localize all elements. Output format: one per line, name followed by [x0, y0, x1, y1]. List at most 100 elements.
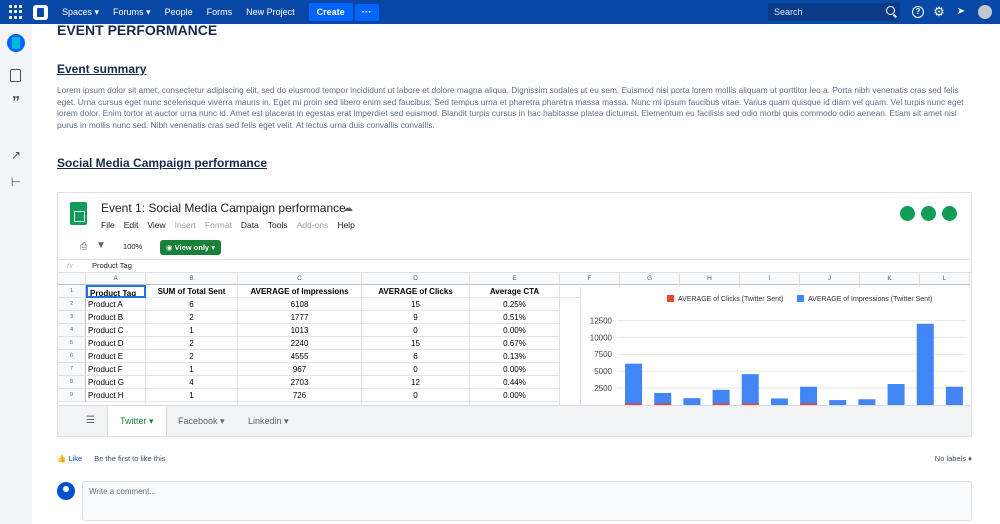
table-cell[interactable]: 2: [146, 350, 238, 363]
table-cell[interactable]: Product H: [86, 389, 146, 402]
table-cell[interactable]: 0: [362, 324, 470, 337]
corner-cell[interactable]: [58, 273, 86, 285]
nav-spaces[interactable]: Spaces ▾: [62, 6, 100, 17]
table-cell[interactable]: 2703: [238, 376, 362, 389]
table-cell[interactable]: Product B: [86, 311, 146, 324]
nav-forums[interactable]: Forums ▾: [113, 6, 151, 17]
settings-gear-icon[interactable]: ⚙: [933, 4, 945, 19]
bar-chart[interactable]: 12500 10000 7500 5000 2500 AVERAGE of Clicks …: [580, 287, 972, 405]
table-cell[interactable]: 0.00%: [470, 363, 560, 376]
menu-insert[interactable]: Insert: [174, 220, 196, 230]
tab-linkedin[interactable]: Linkedin ▾: [248, 416, 289, 426]
table-cell[interactable]: 15: [362, 337, 470, 350]
user-avatar[interactable]: [978, 5, 992, 19]
table-cell[interactable]: 2240: [238, 337, 362, 350]
column-header[interactable]: L: [920, 273, 970, 285]
table-cell[interactable]: 0.13%: [470, 350, 560, 363]
table-cell[interactable]: [238, 402, 362, 405]
table-cell[interactable]: 0.44%: [470, 376, 560, 389]
search-icon[interactable]: [886, 6, 895, 15]
table-cell[interactable]: Product C: [86, 324, 146, 337]
table-cell[interactable]: 0.51%: [470, 311, 560, 324]
column-header[interactable]: H: [680, 273, 740, 285]
row-header[interactable]: 9: [58, 389, 86, 402]
confluence-logo-icon[interactable]: [33, 4, 48, 20]
column-header[interactable]: J: [800, 273, 860, 285]
table-cell[interactable]: 0.00%: [470, 324, 560, 337]
formula-value[interactable]: Product Tag: [92, 261, 132, 270]
table-cell[interactable]: 0.67%: [470, 337, 560, 350]
notifications-icon[interactable]: ➤: [956, 6, 966, 17]
like-button[interactable]: 👍 Like: [57, 454, 82, 463]
table-cell[interactable]: 9: [362, 311, 470, 324]
filter-icon[interactable]: ▼: [96, 240, 106, 251]
collaborator-avatar[interactable]: [898, 204, 917, 223]
header-cell[interactable]: Average CTA: [470, 285, 560, 298]
hierarchy-icon[interactable]: ⊢: [10, 175, 22, 189]
table-cell[interactable]: 1: [146, 324, 238, 337]
view-only-button[interactable]: ◉ View only ▾: [160, 240, 221, 255]
table-cell[interactable]: 1: [146, 363, 238, 376]
table-cell[interactable]: [362, 402, 470, 405]
menu-data[interactable]: Data: [240, 220, 259, 230]
collaborator-avatar[interactable]: [919, 204, 938, 223]
table-cell[interactable]: [146, 402, 238, 405]
menu-addons[interactable]: Add-ons: [296, 220, 329, 230]
table-cell[interactable]: [86, 402, 146, 405]
tab-facebook[interactable]: Facebook ▾: [178, 416, 225, 426]
labels-area[interactable]: No labels ♦: [935, 454, 972, 463]
row-header[interactable]: 6: [58, 350, 86, 363]
table-cell[interactable]: 6108: [238, 298, 362, 311]
menu-view[interactable]: View: [147, 220, 166, 230]
table-cell[interactable]: 4: [146, 376, 238, 389]
print-icon[interactable]: ⎙: [80, 241, 88, 251]
table-cell[interactable]: Product D: [86, 337, 146, 350]
column-header[interactable]: A: [86, 273, 146, 285]
column-header[interactable]: D: [362, 273, 470, 285]
table-cell[interactable]: 1013: [238, 324, 362, 337]
more-button[interactable]: ···: [354, 3, 379, 21]
column-header[interactable]: I: [740, 273, 800, 285]
create-button[interactable]: Create: [308, 3, 353, 21]
column-header[interactable]: C: [238, 273, 362, 285]
row-header[interactable]: 1: [58, 285, 86, 298]
table-cell[interactable]: 0.25%: [470, 298, 560, 311]
table-cell[interactable]: 12: [362, 376, 470, 389]
menu-format[interactable]: Format: [204, 220, 232, 230]
table-cell[interactable]: 1777: [238, 311, 362, 324]
space-avatar-icon[interactable]: [7, 34, 25, 52]
blog-quote-icon[interactable]: ”: [12, 94, 20, 111]
menu-edit[interactable]: Edit: [123, 220, 139, 230]
header-cell[interactable]: AVERAGE of Impressions: [238, 285, 362, 298]
row-header[interactable]: 4: [58, 324, 86, 337]
table-cell[interactable]: 6: [146, 298, 238, 311]
tab-twitter[interactable]: Twitter ▾: [108, 406, 166, 436]
table-cell[interactable]: 15: [362, 298, 470, 311]
table-cell[interactable]: 967: [238, 363, 362, 376]
column-header[interactable]: E: [470, 273, 560, 285]
menu-tools[interactable]: Tools: [267, 220, 288, 230]
column-header[interactable]: G: [620, 273, 680, 285]
row-header[interactable]: 5: [58, 337, 86, 350]
table-cell[interactable]: 6: [362, 350, 470, 363]
search-input[interactable]: Search: [768, 3, 900, 21]
menu-help[interactable]: Help: [337, 220, 355, 230]
nav-forms[interactable]: Forms: [206, 7, 233, 17]
help-icon[interactable]: ?: [912, 6, 924, 18]
table-cell[interactable]: 4555: [238, 350, 362, 363]
table-cell[interactable]: 0: [362, 363, 470, 376]
row-header[interactable]: 8: [58, 376, 86, 389]
column-header[interactable]: K: [860, 273, 920, 285]
header-cell[interactable]: AVERAGE of Clicks: [362, 285, 470, 298]
table-cell[interactable]: 2: [146, 337, 238, 350]
table-cell[interactable]: Product A: [86, 298, 146, 311]
row-header[interactable]: 2: [58, 298, 86, 311]
table-cell[interactable]: 1: [146, 389, 238, 402]
page-tree-icon[interactable]: [10, 69, 21, 82]
collaborator-avatar[interactable]: [940, 204, 959, 223]
nav-people[interactable]: People: [164, 7, 193, 17]
menu-file[interactable]: File: [101, 220, 115, 230]
column-header[interactable]: B: [146, 273, 238, 285]
table-cell[interactable]: 0.00%: [470, 389, 560, 402]
header-cell[interactable]: Product Tag: [86, 285, 146, 298]
